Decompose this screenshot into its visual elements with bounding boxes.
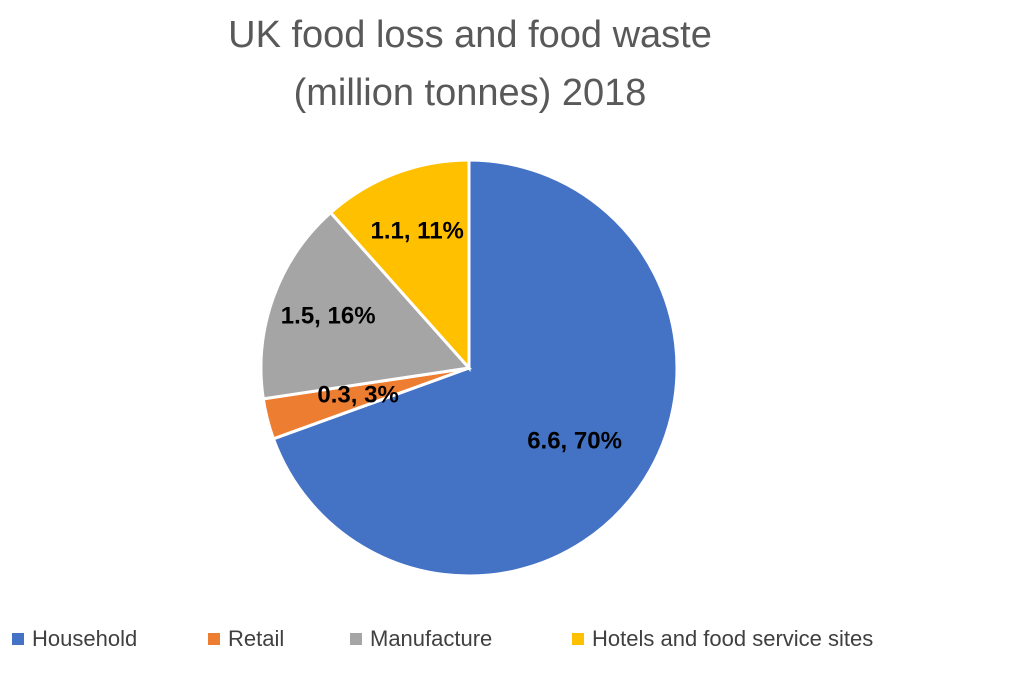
chart-title-line2: (million tonnes) 2018 <box>293 72 647 114</box>
pie-slice-manufacture <box>259 210 472 401</box>
data-label-retail: 0.3, 3% <box>317 381 398 408</box>
legend-item-household: Household <box>12 626 137 652</box>
legend-item-retail: Retail <box>208 626 284 652</box>
legend-label-retail: Retail <box>228 626 285 651</box>
legend-swatch-household <box>12 633 24 645</box>
legend-item-manufacture: Manufacture <box>350 626 492 652</box>
data-label-manufacture: 1.5, 16% <box>281 302 376 329</box>
pie-slice-hotels <box>328 158 471 372</box>
legend-label-manufacture: Manufacture <box>370 626 493 651</box>
legend-swatch-hotels <box>572 633 584 645</box>
pie-slice-household <box>271 158 679 578</box>
data-label-hotels: 1.1, 11% <box>370 217 463 244</box>
legend-item-hotels: Hotels and food service sites <box>572 626 873 652</box>
legend-label-hotels: Hotels and food service sites <box>592 626 874 651</box>
chart-title-line1: UK food loss and food waste <box>228 14 712 56</box>
legend-label-household: Household <box>32 626 138 651</box>
legend-swatch-manufacture <box>350 633 362 645</box>
data-label-household: 6.6, 70% <box>527 427 622 454</box>
legend-swatch-retail <box>208 633 220 645</box>
